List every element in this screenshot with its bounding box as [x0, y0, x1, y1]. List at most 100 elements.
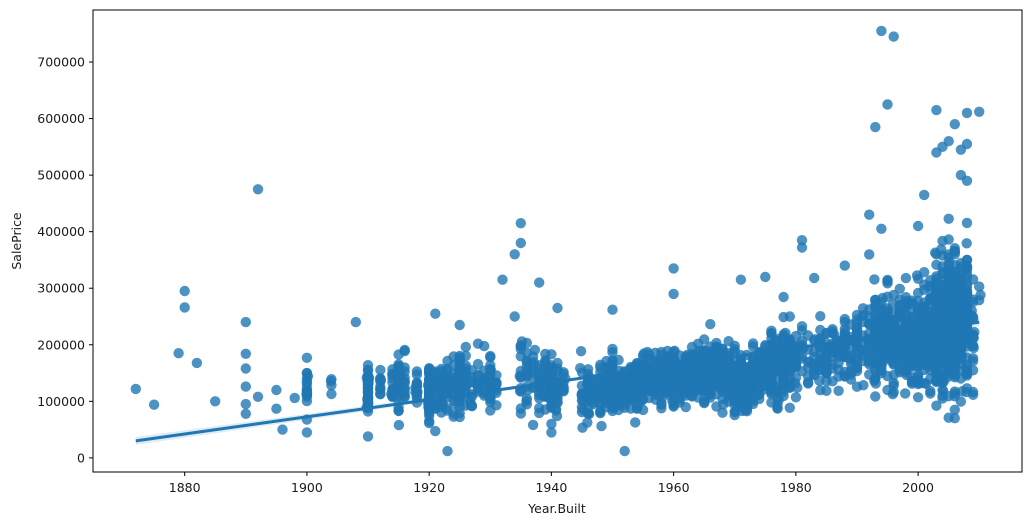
data-point [974, 281, 985, 292]
data-point [637, 404, 649, 416]
data-point [240, 381, 251, 392]
y-tick-label: 700000 [37, 55, 85, 70]
data-point [967, 386, 979, 398]
data-point [864, 249, 875, 260]
data-point [130, 383, 141, 395]
data-point [607, 304, 618, 315]
data-point [967, 355, 979, 367]
x-axis-ticks: 1880 1900 1920 1940 1960 1980 2000 [169, 472, 934, 495]
data-point [784, 311, 795, 322]
y-tick-label: 500000 [37, 168, 85, 183]
data-point [301, 386, 313, 397]
data-point [784, 402, 795, 413]
data-point [949, 404, 960, 415]
data-point [301, 376, 313, 387]
data-point [778, 291, 789, 303]
data-point [301, 427, 313, 438]
data-point [515, 218, 526, 229]
data-point [534, 277, 545, 288]
data-point [772, 403, 783, 414]
data-point [796, 242, 808, 253]
x-tick-label: 1900 [291, 480, 323, 495]
data-point [424, 417, 435, 429]
y-tick-label: 0 [77, 450, 85, 465]
data-point [900, 272, 912, 284]
scatter-points [130, 25, 986, 457]
data-point [485, 360, 496, 371]
data-point [967, 365, 979, 376]
data-point [967, 340, 979, 351]
data-point [912, 392, 924, 403]
data-point [375, 373, 386, 384]
data-point [821, 385, 832, 396]
data-point [949, 119, 960, 130]
data-point [869, 274, 880, 285]
data-point [668, 288, 679, 300]
data-point [705, 319, 716, 330]
data-point [515, 408, 527, 419]
x-tick-label: 1940 [535, 480, 567, 495]
data-point [975, 289, 986, 301]
x-tick-label: 1980 [780, 480, 812, 495]
data-point [943, 234, 954, 245]
regression-line-path [135, 320, 980, 443]
data-point [460, 341, 471, 353]
data-point [630, 417, 641, 428]
axes-frame [92, 9, 1023, 473]
data-point [827, 326, 838, 337]
data-point [668, 263, 679, 274]
data-point [967, 332, 979, 343]
data-point [558, 383, 569, 394]
data-point [362, 375, 374, 387]
data-point [961, 175, 973, 186]
data-point [179, 302, 190, 313]
data-point [430, 425, 441, 437]
data-point [375, 388, 386, 399]
data-point [961, 264, 973, 275]
data-point [362, 431, 374, 442]
data-point [301, 352, 313, 363]
data-point [399, 345, 410, 357]
data-point [931, 104, 942, 116]
data-point [619, 445, 630, 457]
data-point [961, 107, 973, 119]
data-point [796, 235, 808, 246]
data-point [527, 419, 539, 431]
data-point [350, 316, 361, 328]
data-point [485, 352, 496, 363]
data-point [717, 407, 728, 418]
data-point [870, 378, 881, 389]
data-point [931, 400, 942, 411]
data-point [887, 389, 898, 400]
data-point [375, 364, 386, 376]
data-point [393, 419, 405, 431]
y-tick-label: 300000 [37, 281, 85, 296]
data-point [552, 302, 563, 314]
y-tick-label: 100000 [37, 394, 85, 409]
data-point [277, 424, 288, 435]
data-point [521, 395, 532, 407]
data-point [240, 398, 251, 410]
data-point [912, 220, 924, 232]
data-point [362, 395, 374, 406]
data-point [240, 348, 251, 359]
data-point [802, 377, 814, 388]
data-point [491, 378, 502, 390]
data-point [515, 237, 526, 249]
data-point [521, 337, 533, 349]
data-point [491, 370, 502, 381]
data-point [894, 283, 905, 294]
data-point [271, 384, 282, 396]
data-point [550, 403, 562, 414]
data-point [888, 31, 899, 42]
data-point [497, 274, 508, 285]
data-point [479, 340, 490, 352]
data-point [870, 121, 881, 133]
data-point [870, 391, 881, 402]
data-point [967, 311, 979, 323]
data-point [454, 411, 465, 423]
x-axis-label: Year.Built [527, 501, 586, 516]
data-point [833, 385, 844, 396]
data-point [527, 351, 539, 362]
